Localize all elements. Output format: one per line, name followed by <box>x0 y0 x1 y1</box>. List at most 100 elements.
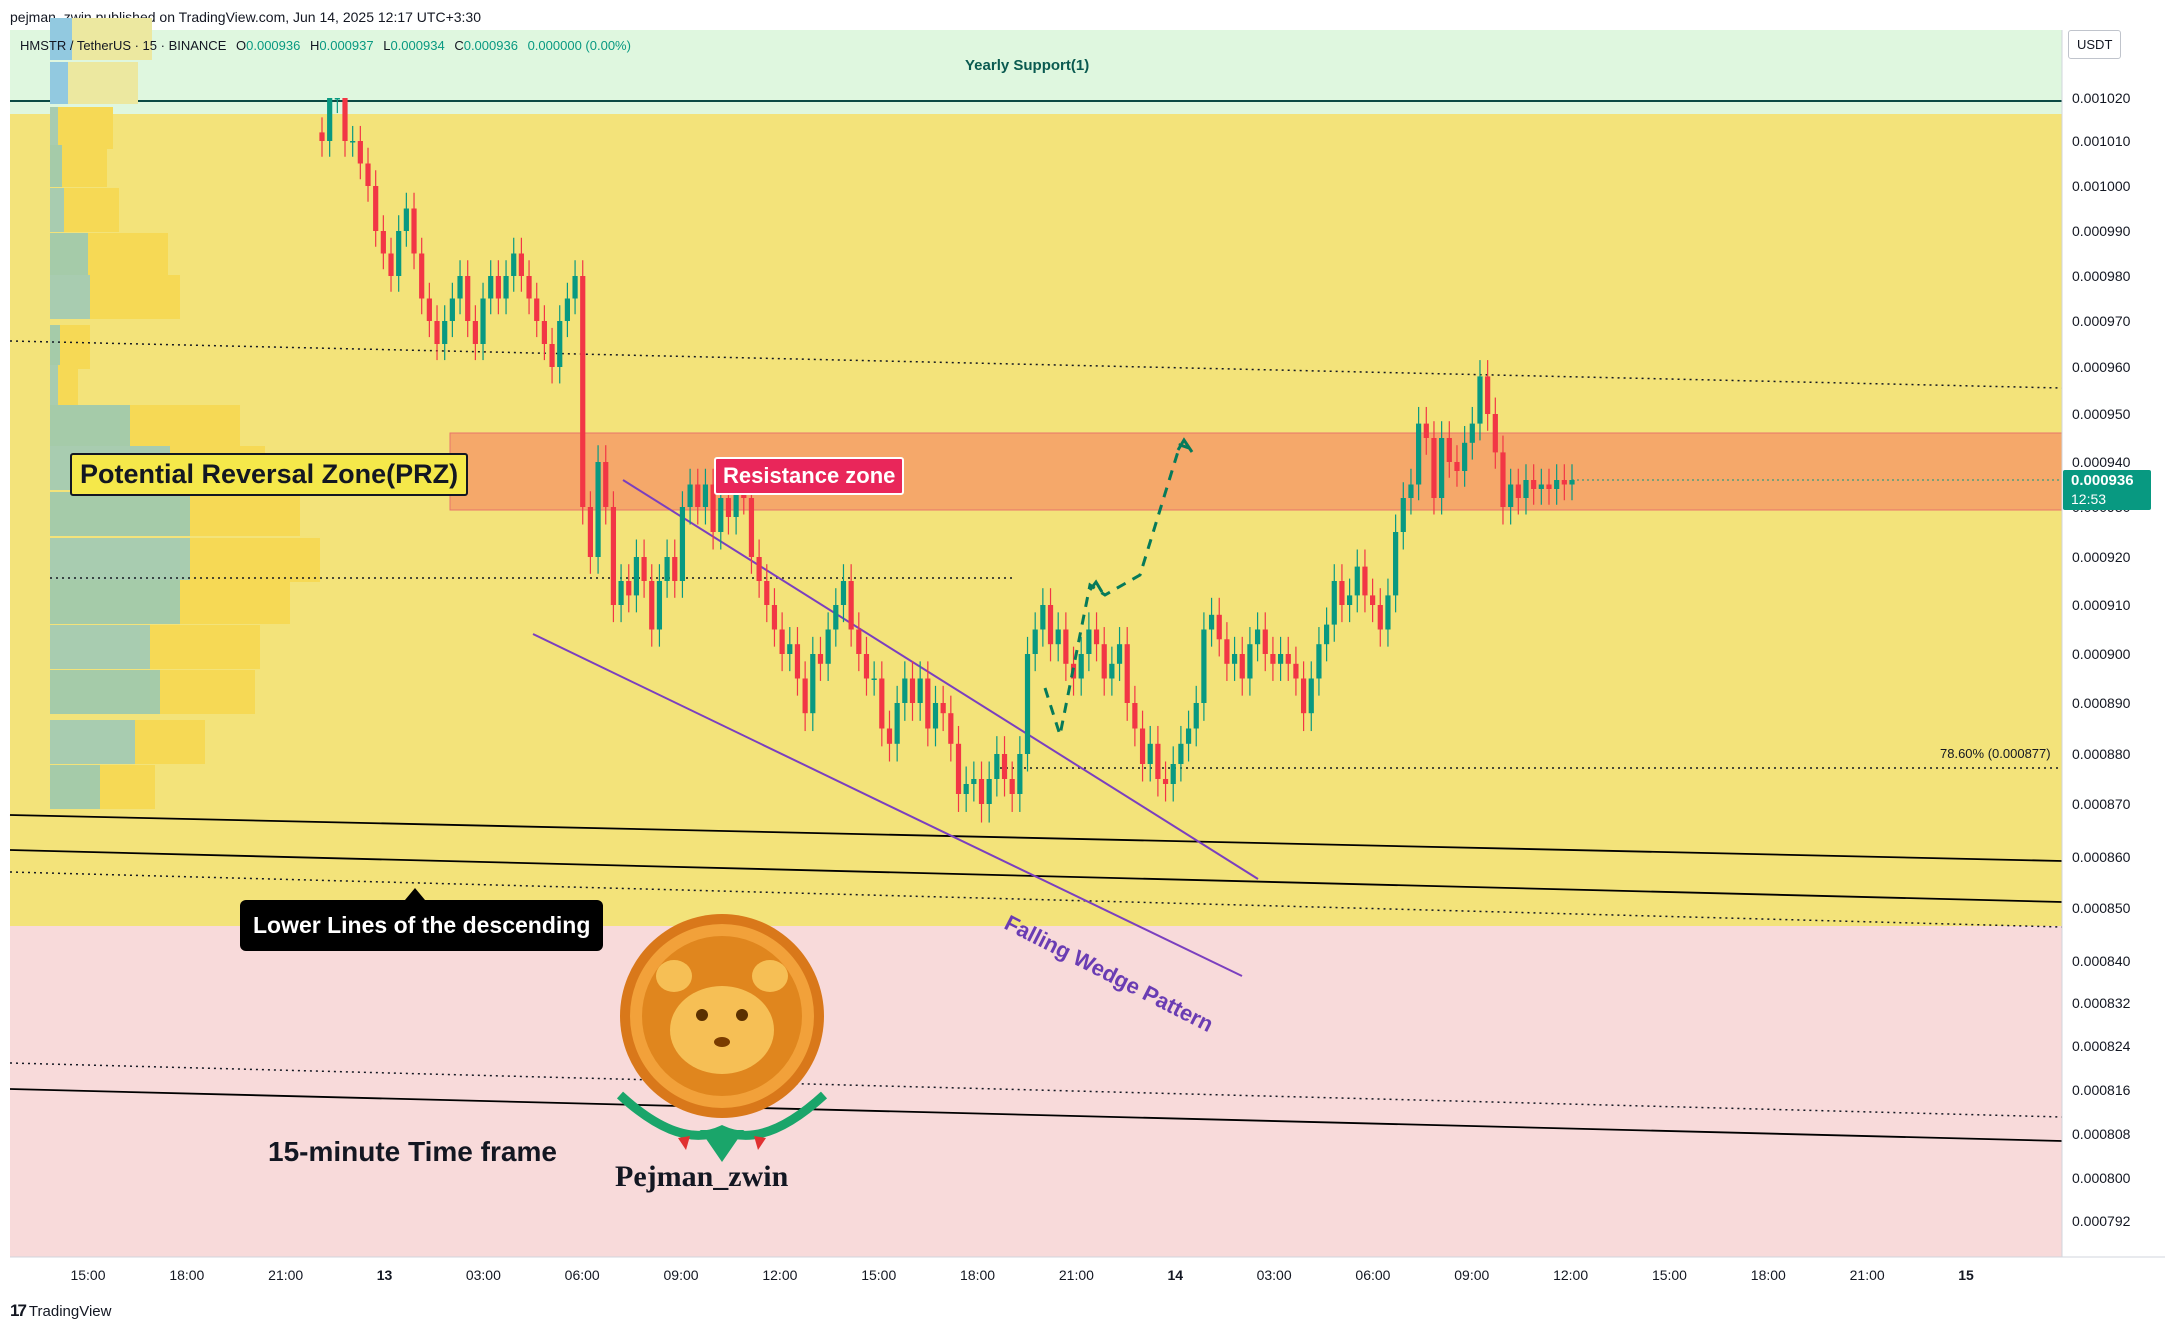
volume-bar-sell <box>100 765 155 809</box>
candle-body <box>1408 484 1414 498</box>
time-tick-label: 09:00 <box>1454 1267 1489 1283</box>
candle-body <box>426 298 432 321</box>
candle-body <box>587 507 594 557</box>
yearly-support-label: Yearly Support(1) <box>965 57 1090 74</box>
candle-body <box>465 276 471 321</box>
candle-body <box>894 703 900 744</box>
candle-body <box>1561 480 1567 485</box>
publish-bar: pejman_zwin published on TradingView.com… <box>0 0 2165 34</box>
candle-body <box>388 253 394 276</box>
candle-body <box>1377 605 1383 630</box>
volume-bar-sell <box>130 405 240 449</box>
candle-body <box>963 784 969 794</box>
candle-body <box>1385 595 1391 630</box>
candle-body <box>948 713 954 744</box>
price-tick-label: 0.000990 <box>2072 223 2131 239</box>
projection-arrow-2 <box>1176 437 1194 453</box>
symbol-legend[interactable]: HMSTR / TetherUS · 15 · BINANCE O0.00093… <box>20 38 631 53</box>
candle-body <box>656 581 663 630</box>
candle-body <box>449 298 455 321</box>
volume-bar-buy <box>50 492 190 536</box>
candle-body <box>327 98 333 141</box>
candle-body <box>1063 629 1069 664</box>
tradingview-logo[interactable]: 17 TradingView <box>10 1301 111 1321</box>
candle-body <box>810 654 816 714</box>
candle-body <box>1132 703 1138 729</box>
symbol-name: HMSTR / TetherUS · 15 · BINANCE <box>20 38 227 53</box>
candle-body <box>764 581 770 605</box>
time-tick-label: 21:00 <box>1850 1267 1885 1283</box>
candle-body <box>1308 678 1314 714</box>
candle-body <box>618 581 624 605</box>
candle-body <box>541 321 547 344</box>
descending-line-3 <box>9 1088 2063 1142</box>
high-value: 0.000937 <box>319 38 374 53</box>
price-axis-panel <box>2062 30 2165 1257</box>
lower-band <box>10 926 2062 1257</box>
candle-body <box>902 678 908 703</box>
volume-bar-sell <box>58 107 113 149</box>
candle-body <box>1462 442 1468 471</box>
candle-body <box>1032 629 1038 654</box>
candle-body <box>940 703 946 714</box>
close-label: C <box>454 38 464 53</box>
price-tick-label: 0.000824 <box>2072 1038 2131 1054</box>
candle-body <box>1109 663 1115 679</box>
candle-body <box>442 321 448 344</box>
candle-body <box>1139 728 1146 764</box>
candle-body <box>986 779 992 804</box>
candle-body <box>373 186 379 231</box>
price-tick-label: 0.000920 <box>2072 549 2131 565</box>
lower-lines-callout-pointer <box>405 888 425 900</box>
candle-body <box>779 629 785 654</box>
volume-bar-buy <box>50 18 72 60</box>
price-tick-label: 0.000960 <box>2072 359 2131 375</box>
time-tick-label: 06:00 <box>1355 1267 1390 1283</box>
candle-body <box>534 298 540 321</box>
volume-bar-buy <box>50 405 130 449</box>
candle-body <box>1508 484 1514 507</box>
candle-body <box>1393 532 1399 596</box>
price-tick-label: 0.000850 <box>2072 900 2131 916</box>
price-tick-label: 0.000900 <box>2072 646 2131 662</box>
projection-arrow-1 <box>1088 579 1104 593</box>
candle-body <box>480 298 486 344</box>
time-tick-label: 06:00 <box>565 1267 600 1283</box>
candle-body <box>925 678 931 729</box>
prz-band <box>10 114 2062 926</box>
candle-body <box>557 321 563 367</box>
resistance-zone-label: Resistance zone <box>714 457 905 495</box>
volume-bar-buy <box>50 107 58 149</box>
price-tick-label: 0.000840 <box>2072 953 2131 969</box>
time-tick-label: 21:00 <box>1059 1267 1094 1283</box>
candle-body <box>994 754 1000 779</box>
candle-body <box>710 484 716 532</box>
volume-bar-buy <box>50 275 90 319</box>
volume-bar-sell <box>72 18 152 60</box>
candle-body <box>932 703 939 729</box>
bar-countdown: 12:53 <box>2071 491 2107 507</box>
price-tick-label: 0.000950 <box>2072 406 2131 422</box>
time-tick-label: 15:00 <box>70 1267 105 1283</box>
time-tick-label: 09:00 <box>664 1267 699 1283</box>
candle-body <box>1009 779 1015 794</box>
time-axis-ticks: 15:00 18:00 21:00 13 03:00 06:00 09:00 12:00 15:… <box>70 1267 1974 1283</box>
candle-body <box>1500 452 1506 507</box>
candle-body <box>871 678 877 680</box>
volume-bar-buy <box>50 720 135 764</box>
candle-body <box>955 743 962 794</box>
candle-body <box>1001 754 1008 779</box>
candle-body <box>856 629 862 654</box>
price-tick-label: 0.000800 <box>2072 1170 2131 1186</box>
candle-body <box>848 581 854 630</box>
time-tick-label: 14 <box>1167 1267 1183 1283</box>
descending-line-1 <box>9 814 2063 862</box>
currency-unit-button[interactable]: USDT <box>2068 30 2122 59</box>
candle-body <box>1224 639 1230 664</box>
candle-body <box>411 208 417 254</box>
candle-body <box>1239 654 1245 679</box>
candle-body <box>1300 678 1307 714</box>
candle-body <box>1147 743 1153 764</box>
time-tick-label: 12:00 <box>762 1267 797 1283</box>
